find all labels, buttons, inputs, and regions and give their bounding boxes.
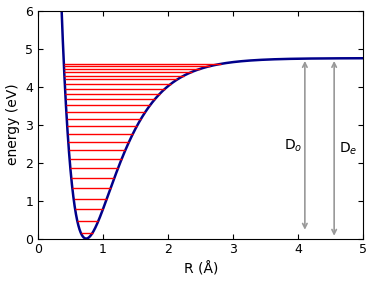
X-axis label: R (Å): R (Å) xyxy=(184,262,218,276)
Text: D$_e$: D$_e$ xyxy=(339,140,358,157)
Text: D$_o$: D$_o$ xyxy=(284,137,302,154)
Y-axis label: energy (eV): energy (eV) xyxy=(6,84,19,165)
